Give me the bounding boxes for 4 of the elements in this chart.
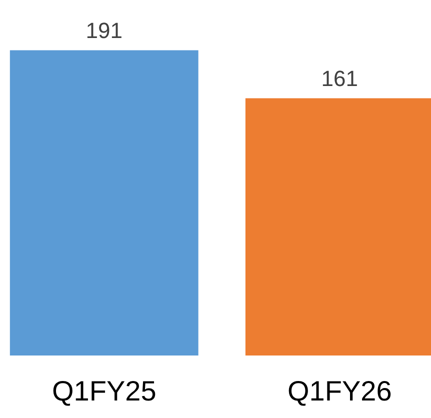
data-label: 191 xyxy=(86,18,122,44)
x-tick-label: Q1FY26 xyxy=(288,376,392,406)
data-label: 161 xyxy=(321,66,358,91)
x-tick-label: Q1FY25 xyxy=(52,376,156,406)
